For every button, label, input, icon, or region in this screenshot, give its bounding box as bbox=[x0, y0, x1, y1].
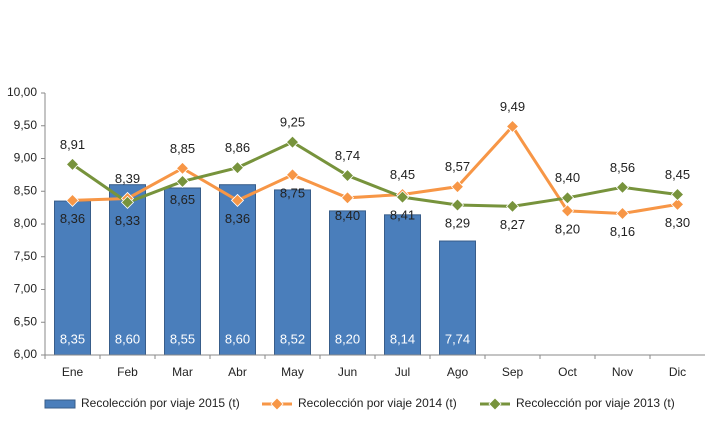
x-tick-label: Sep bbox=[502, 365, 524, 379]
x-tick-label: Dic bbox=[669, 365, 686, 379]
x-tick-label: Nov bbox=[612, 365, 633, 379]
legend-label: Recolección por viaje 2014 (t) bbox=[298, 396, 457, 410]
marker bbox=[120, 195, 135, 209]
line-value-label: 8,91 bbox=[60, 137, 85, 152]
marker bbox=[395, 190, 410, 204]
line-value-label: 8,45 bbox=[665, 167, 690, 182]
marker bbox=[65, 157, 80, 171]
line-value-label: 8,39 bbox=[115, 171, 140, 186]
line-value-label: 8,41 bbox=[390, 208, 415, 223]
legend-label: Recolección por viaje 2013 (t) bbox=[516, 396, 675, 410]
x-tick-label: Oct bbox=[558, 365, 577, 379]
legend-swatch bbox=[44, 399, 76, 409]
line bbox=[72, 123, 678, 216]
bar-value-label: 8,60 bbox=[115, 331, 140, 346]
marker bbox=[505, 119, 520, 133]
line-value-label: 8,20 bbox=[555, 221, 580, 236]
line-value-label: 8,40 bbox=[335, 208, 360, 223]
bar bbox=[219, 184, 256, 356]
line-value-label: 8,36 bbox=[60, 211, 85, 226]
x-tick-label: Jul bbox=[395, 365, 410, 379]
line-value-label: 8,29 bbox=[445, 215, 470, 230]
marker bbox=[230, 161, 245, 175]
line-value-label: 8,56 bbox=[610, 160, 635, 175]
legend-swatch bbox=[488, 397, 502, 411]
line-value-label: 8,85 bbox=[170, 141, 195, 156]
marker bbox=[670, 187, 685, 202]
y-tick-label: 8,50 bbox=[14, 183, 38, 197]
x-tick-label: Jun bbox=[338, 365, 357, 379]
bar bbox=[164, 187, 201, 356]
x-tick-label: May bbox=[281, 365, 304, 379]
marker bbox=[615, 206, 630, 221]
bar-value-label: 7,74 bbox=[445, 331, 470, 346]
legend-swatch bbox=[270, 397, 284, 411]
marker bbox=[65, 193, 80, 207]
bar-value-label: 8,52 bbox=[280, 331, 305, 346]
marker bbox=[615, 180, 630, 194]
x-tick-label: Ago bbox=[447, 365, 469, 379]
line-value-label: 9,25 bbox=[280, 115, 305, 130]
y-tick-label: 9,00 bbox=[14, 151, 38, 165]
line-value-label: 8,86 bbox=[225, 140, 250, 155]
y-tick-label: 8,00 bbox=[14, 216, 38, 230]
y-tick-label: 10,00 bbox=[7, 85, 37, 99]
line-value-label: 8,27 bbox=[500, 217, 525, 232]
line-value-label: 8,74 bbox=[335, 148, 360, 163]
y-tick-label: 7,00 bbox=[14, 282, 38, 296]
marker bbox=[285, 135, 300, 149]
marker bbox=[340, 191, 355, 205]
x-tick-label: Feb bbox=[117, 365, 138, 379]
y-tick-label: 6,50 bbox=[14, 314, 38, 328]
bar-value-label: 8,35 bbox=[60, 331, 85, 346]
marker bbox=[175, 161, 190, 175]
marker bbox=[175, 174, 190, 188]
marker bbox=[340, 168, 355, 183]
line-value-label: 8,57 bbox=[445, 159, 470, 174]
x-tick-label: Ene bbox=[62, 365, 84, 379]
marker bbox=[560, 191, 575, 205]
marker bbox=[560, 204, 575, 218]
y-tick-label: 9,50 bbox=[14, 118, 38, 132]
line-value-label: 8,65 bbox=[170, 192, 195, 207]
marker bbox=[505, 199, 520, 213]
y-tick-label: 7,50 bbox=[14, 249, 38, 263]
line bbox=[71, 140, 678, 208]
line-value-label: 9,49 bbox=[500, 99, 525, 114]
bar-value-label: 8,55 bbox=[170, 331, 195, 346]
bar bbox=[274, 189, 311, 356]
line-value-label: 8,36 bbox=[225, 211, 250, 226]
line-value-label: 8,30 bbox=[665, 215, 690, 230]
marker bbox=[230, 193, 245, 207]
marker bbox=[450, 198, 465, 212]
bar-value-label: 8,60 bbox=[225, 331, 250, 346]
line-value-label: 8,16 bbox=[610, 224, 635, 239]
bar-value-label: 8,20 bbox=[335, 331, 360, 346]
line-value-label: 8,33 bbox=[115, 213, 140, 228]
bar-value-label: 8,14 bbox=[390, 331, 415, 346]
line-value-label: 8,75 bbox=[280, 185, 305, 200]
line-value-label: 8,45 bbox=[390, 167, 415, 182]
marker bbox=[285, 168, 300, 182]
bar bbox=[439, 240, 476, 356]
marker bbox=[670, 197, 685, 211]
x-tick-label: Mar bbox=[172, 365, 193, 379]
line-value-label: 8,40 bbox=[555, 170, 580, 185]
x-tick-label: Abr bbox=[228, 365, 247, 379]
y-tick-label: 6,00 bbox=[14, 347, 38, 361]
legend-label: Recolección por viaje 2015 (t) bbox=[81, 396, 240, 410]
bar bbox=[109, 184, 146, 356]
marker bbox=[450, 180, 465, 194]
bar bbox=[384, 214, 421, 356]
